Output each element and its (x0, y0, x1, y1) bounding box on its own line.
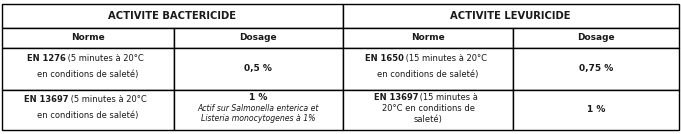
Text: en conditions de saleté): en conditions de saleté) (37, 70, 138, 79)
Bar (2, 28, 174, 48)
Bar (2, 4, 343, 28)
Text: 1 %: 1 % (587, 105, 605, 114)
Bar (174, 28, 343, 48)
Text: en conditions de saleté): en conditions de saleté) (37, 111, 138, 120)
Text: Dosage: Dosage (239, 33, 277, 42)
Text: Listeria monocytogenes à 1%: Listeria monocytogenes à 1% (201, 114, 315, 123)
Text: EN 13697: EN 13697 (25, 95, 69, 104)
Text: EN 1650: EN 1650 (365, 54, 404, 63)
Bar (2, 90, 174, 130)
Text: 0,5 %: 0,5 % (244, 64, 272, 73)
Bar (513, 90, 679, 130)
Bar (343, 48, 513, 90)
Text: (15 minutes à: (15 minutes à (417, 93, 477, 102)
Bar (343, 28, 513, 48)
Text: (15 minutes à 20°C: (15 minutes à 20°C (403, 54, 487, 63)
Text: ACTIVITE BACTERICIDE: ACTIVITE BACTERICIDE (108, 11, 236, 21)
Text: EN 1276: EN 1276 (27, 54, 66, 63)
Bar (513, 28, 679, 48)
Text: EN 13697: EN 13697 (374, 93, 418, 102)
Text: en conditions de saleté): en conditions de saleté) (377, 70, 479, 79)
Text: Actif sur Salmonella enterica et: Actif sur Salmonella enterica et (197, 104, 319, 113)
Text: 20°C en conditions de: 20°C en conditions de (381, 104, 475, 113)
Bar (174, 48, 343, 90)
Text: Norme: Norme (71, 33, 105, 42)
Bar (513, 48, 679, 90)
Text: (5 minutes à 20°C: (5 minutes à 20°C (65, 54, 144, 63)
Text: ACTIVITE LEVURICIDE: ACTIVITE LEVURICIDE (451, 11, 571, 21)
Text: (5 minutes à 20°C: (5 minutes à 20°C (67, 95, 146, 104)
Bar (343, 90, 513, 130)
Text: Norme: Norme (411, 33, 445, 42)
Text: 0,75 %: 0,75 % (579, 64, 614, 73)
Text: saleté): saleté) (413, 115, 443, 124)
Bar (174, 90, 343, 130)
Bar (2, 48, 174, 90)
Bar (343, 4, 679, 28)
Text: 1 %: 1 % (249, 93, 267, 102)
Text: Dosage: Dosage (577, 33, 615, 42)
